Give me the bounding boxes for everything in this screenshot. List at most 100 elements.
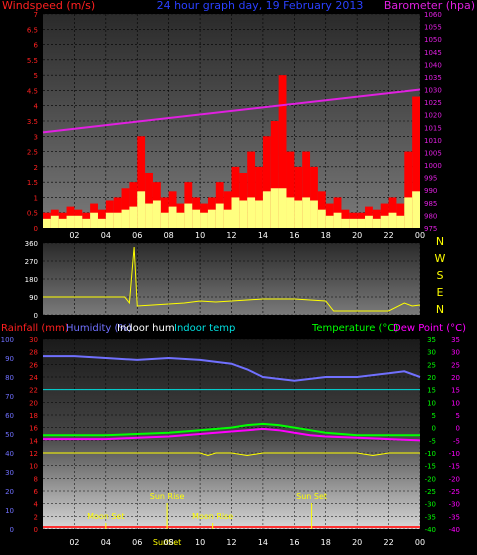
- x-tick-label: 08: [164, 231, 174, 240]
- gust-bar: [152, 200, 161, 228]
- wind-bar: [262, 136, 271, 228]
- gust-bar: [372, 218, 381, 228]
- y-right-tick-label: 1025: [424, 99, 442, 107]
- wind-bar: [404, 151, 413, 228]
- x-tick-label: 00: [415, 538, 425, 547]
- y-tick-label: 1: [34, 194, 38, 202]
- wind-bar: [302, 151, 311, 228]
- gust-bar: [129, 206, 138, 228]
- barometer-axis-label: Barometer (hpa): [384, 0, 475, 12]
- dew-tick-label: -25: [449, 488, 460, 496]
- dew-tick-label: 10: [451, 399, 460, 407]
- temp-tick-label: 15: [427, 387, 436, 395]
- event-label: SunSet: [153, 538, 181, 547]
- y-tick-label: 360: [25, 240, 38, 248]
- gust-bar: [333, 212, 342, 228]
- rainfall-tick-label: 26: [29, 361, 38, 369]
- gust-bar: [412, 191, 420, 228]
- rainfall-tick-label: 28: [29, 349, 38, 357]
- gust-bar: [43, 218, 51, 228]
- y-right-tick-label: 995: [424, 175, 437, 183]
- y-tick-label: 0.5: [27, 210, 38, 218]
- y-right-tick-label: 1030: [424, 87, 442, 95]
- temp-tick-label: -25: [425, 488, 436, 496]
- rainfall-axis-label: Rainfall (mm): [1, 323, 69, 334]
- x-tick-label: 02: [69, 231, 79, 240]
- y-tick-label: 0: [34, 312, 38, 320]
- humidity-tick-label: 90: [5, 355, 14, 363]
- rainfall-tick-label: 16: [29, 425, 38, 433]
- gust-bar: [121, 209, 130, 228]
- y-right-tick-label: 1005: [424, 149, 442, 157]
- rainfall-tick-label: 8: [34, 475, 38, 483]
- rainfall-tick-label: 18: [29, 412, 38, 420]
- chart-title: 24 hour graph day, 19 February 2013: [157, 0, 364, 12]
- gust-bar: [302, 197, 311, 228]
- gust-bar: [310, 200, 318, 228]
- wind-bar: [145, 172, 153, 228]
- y-right-tick-label: 1035: [424, 74, 442, 82]
- x-tick-label: 18: [321, 231, 331, 240]
- x-tick-label: 20: [352, 231, 362, 240]
- gust-bar: [278, 188, 287, 228]
- rainfall-tick-label: 0: [34, 526, 38, 534]
- y-right-tick-label: 1045: [424, 49, 442, 57]
- y-right-tick-label: 1060: [424, 11, 442, 19]
- gust-bar: [247, 197, 256, 228]
- event-label: Sun Rise: [150, 492, 185, 501]
- x-tick-label: 18: [321, 538, 331, 547]
- dew-tick-label: 20: [451, 374, 460, 382]
- direction-line: [43, 246, 421, 312]
- x-tick-label: 08: [164, 538, 174, 547]
- gust-bar: [357, 218, 366, 228]
- gust-bar: [200, 212, 208, 228]
- event-label: Moon Set: [87, 512, 124, 521]
- windspeed-axis-label: Windspeed (m/s): [2, 0, 95, 12]
- y-right-tick-label: 990: [424, 187, 437, 195]
- humidity-tick-label: 30: [5, 469, 14, 477]
- temp-tick-label: 20: [427, 374, 436, 382]
- compass-label: E: [437, 286, 444, 299]
- rainfall-tick-label: 24: [29, 374, 38, 382]
- gust-bar: [207, 209, 216, 228]
- wind-bar: [294, 166, 303, 228]
- x-tick-label: 06: [132, 538, 142, 547]
- y-tick-label: 3: [34, 133, 38, 141]
- y-tick-label: 4.5: [27, 87, 38, 95]
- x-tick-label: 12: [226, 538, 236, 547]
- gust-bar: [270, 188, 279, 228]
- rainfall-tick-label: 20: [29, 399, 38, 407]
- gust-bar: [50, 215, 59, 228]
- dew-tick-label: -5: [453, 437, 460, 445]
- wind-bar: [286, 151, 295, 228]
- humidity-tick-label: 100: [1, 336, 14, 344]
- dew-tick-label: 15: [451, 387, 460, 395]
- gust-bar: [349, 218, 358, 228]
- dew-tick-label: 35: [451, 336, 460, 344]
- x-tick-label: 10: [195, 538, 205, 547]
- gust-bar: [317, 209, 326, 228]
- gust-bar: [365, 215, 373, 228]
- gust-bar: [145, 203, 153, 228]
- y-tick-label: 2.5: [27, 149, 38, 157]
- gust-bar: [380, 215, 389, 228]
- y-right-tick-label: 1010: [424, 137, 442, 145]
- wind-bar: [317, 191, 326, 228]
- rainfall-tick-label: 10: [29, 463, 38, 471]
- dew-tick-label: 0: [456, 425, 460, 433]
- temp-tick-label: -5: [429, 437, 436, 445]
- temp-tick-label: -40: [425, 526, 436, 534]
- temp-tick-label: -15: [425, 463, 436, 471]
- x-tick-label: 16: [289, 538, 299, 547]
- y-right-tick-label: 1055: [424, 24, 442, 32]
- x-tick-label: 14: [258, 231, 268, 240]
- gust-bar: [90, 212, 98, 228]
- x-tick-label: 12: [226, 231, 236, 240]
- dew-tick-label: -40: [449, 526, 460, 534]
- humidity-tick-label: 40: [5, 450, 14, 458]
- wind-bar: [270, 121, 279, 228]
- rainfall-tick-label: 4: [34, 501, 39, 509]
- dew-tick-label: -15: [449, 463, 460, 471]
- y-right-tick-label: 1020: [424, 112, 442, 120]
- gust-bar: [74, 215, 83, 228]
